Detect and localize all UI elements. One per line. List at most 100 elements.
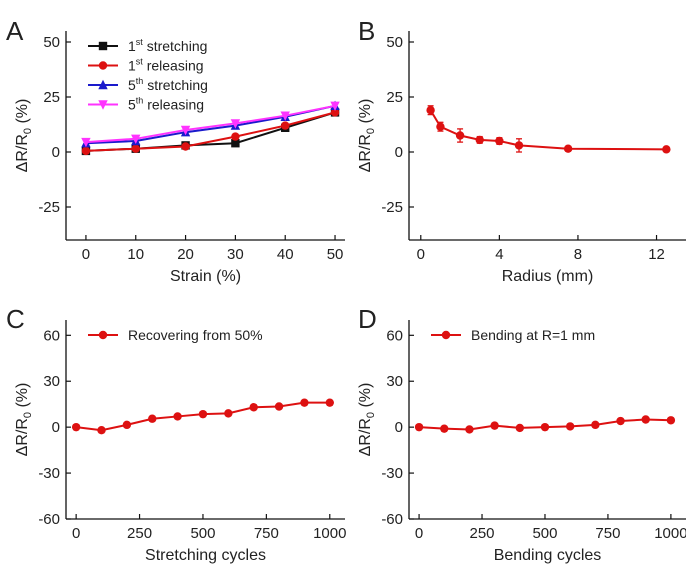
panel-letter: C — [6, 304, 25, 334]
y-axis-title: ΔR/R0 (%) — [357, 383, 377, 457]
data-point — [465, 425, 474, 434]
data-point — [490, 421, 499, 430]
series-1 — [414, 415, 676, 434]
legend-marker — [98, 100, 108, 110]
x-tick-label: 500 — [532, 525, 557, 542]
x-axis-title: Stretching cycles — [145, 547, 266, 564]
data-point — [71, 422, 81, 432]
x-tick-label: 0 — [415, 525, 423, 542]
legend: 1st stretching 1st releasing 5th stretchin… — [88, 37, 208, 113]
x-tick-label: 4 — [495, 246, 503, 263]
data-point — [565, 422, 575, 431]
x-tick-label: 0 — [417, 246, 425, 263]
x-tick-label: 500 — [190, 525, 215, 542]
legend-marker — [98, 79, 108, 90]
data-point — [662, 145, 671, 154]
panel-letter: D — [358, 304, 377, 334]
x-tick-label: 20 — [177, 246, 194, 263]
data-point — [540, 422, 550, 432]
y-tick-label: -25 — [381, 199, 403, 216]
data-point — [148, 414, 157, 423]
panel-b: B -25 0 25 50 0 4 8 12 Radius (mm) ΔR/R0 (%) — [357, 16, 686, 285]
data-point — [330, 101, 340, 111]
data-point — [180, 125, 191, 136]
data-point — [325, 398, 334, 407]
data-point — [414, 422, 424, 432]
legend-label: 5th releasing — [128, 96, 204, 113]
data-point — [515, 423, 524, 433]
data-point — [455, 131, 465, 140]
data-point — [616, 416, 625, 426]
data-point — [300, 398, 309, 407]
y-axis-title: ΔR/R0 (%) — [357, 99, 377, 173]
y-axis-title: ΔR/R0 (%) — [14, 99, 34, 173]
data-point — [514, 141, 524, 150]
y-tick-label: -60 — [381, 511, 403, 528]
data-point — [224, 409, 233, 418]
data-point — [97, 426, 106, 435]
data-point — [436, 122, 445, 131]
panel-a: A -25 0 25 50 0 10 20 30 40 50 Strain (%) ΔR/R0 (%) 1… — [6, 16, 345, 285]
data-point — [198, 409, 208, 419]
y-tick-label: 50 — [43, 34, 60, 51]
y-tick-label: -25 — [38, 199, 60, 216]
y-tick-label: 60 — [386, 327, 403, 344]
x-tick-label: 12 — [648, 246, 665, 263]
series-1 — [426, 105, 671, 154]
x-tick-label: 50 — [327, 246, 344, 263]
data-point — [563, 144, 573, 153]
data-point — [122, 420, 132, 430]
y-tick-label: 0 — [52, 144, 60, 161]
panel-letter: B — [358, 16, 375, 46]
x-tick-label: 30 — [227, 246, 244, 263]
x-tick-label: 1000 — [313, 525, 346, 542]
y-tick-label: 25 — [43, 89, 60, 106]
data-point — [495, 136, 504, 146]
series-line — [85, 111, 336, 152]
legend-label: Bending at R=1 mm — [471, 327, 595, 343]
legend-marker — [98, 61, 108, 70]
series-1 — [81, 108, 340, 156]
x-tick-label: 8 — [574, 246, 582, 263]
panel-c: C -60 -30 0 30 60 0 250 500 750 1000 Stretching cyc… — [6, 304, 346, 564]
data-point — [426, 106, 435, 115]
x-tick-label: 1000 — [654, 525, 686, 542]
data-point — [181, 142, 190, 151]
x-tick-label: 10 — [127, 246, 144, 263]
legend: Recovering from 50% — [88, 327, 263, 343]
y-tick-label: 30 — [43, 373, 60, 390]
data-point — [231, 132, 240, 141]
data-point — [131, 134, 141, 144]
data-point — [641, 415, 650, 424]
y-tick-label: -60 — [38, 511, 60, 528]
y-tick-label: 0 — [395, 419, 403, 436]
data-point — [81, 137, 91, 148]
data-point — [666, 416, 676, 425]
series-line — [85, 111, 336, 152]
series-2 — [81, 108, 340, 156]
y-tick-label: -30 — [38, 465, 60, 482]
data-point — [281, 121, 290, 130]
x-tick-label: 40 — [277, 246, 294, 263]
x-tick-label: 250 — [127, 525, 152, 542]
data-point — [131, 144, 140, 153]
x-tick-label: 0 — [82, 246, 90, 263]
series-4 — [81, 101, 340, 148]
panel-letter: A — [6, 16, 24, 46]
data-point — [475, 135, 484, 145]
legend-marker — [98, 330, 108, 340]
y-tick-label: 0 — [52, 419, 60, 436]
x-tick-label: 0 — [72, 525, 80, 542]
data-point — [173, 412, 182, 421]
legend: Bending at R=1 mm — [431, 327, 595, 343]
legend-marker — [98, 41, 108, 51]
legend-marker — [441, 330, 451, 340]
series-line — [85, 104, 336, 144]
data-point — [231, 139, 240, 148]
x-axis-title: Radius (mm) — [502, 268, 594, 285]
y-tick-label: -30 — [381, 465, 403, 482]
legend-label: Recovering from 50% — [128, 327, 263, 343]
y-tick-label: 60 — [43, 327, 60, 344]
data-point — [81, 146, 91, 156]
